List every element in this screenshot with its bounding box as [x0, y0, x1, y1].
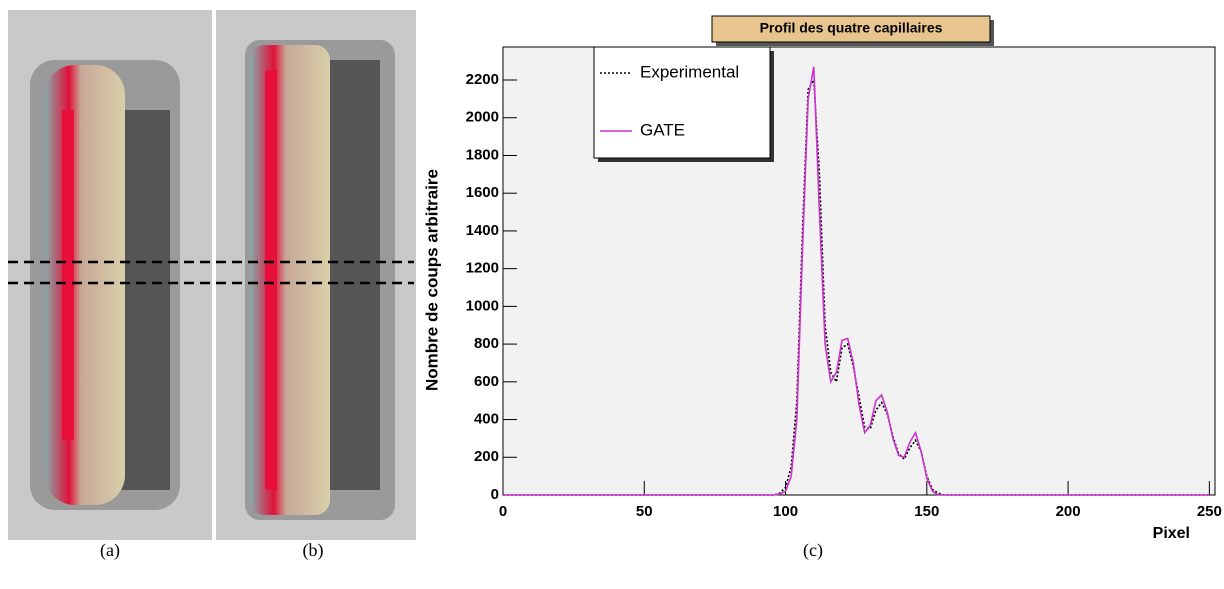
y-tick-label: 0: [491, 486, 499, 503]
chart-title: Profil des quatre capillaires: [760, 20, 943, 36]
x-tick-label: 100: [773, 503, 798, 520]
x-tick-label: 250: [1197, 503, 1222, 520]
x-tick-label: 200: [1056, 503, 1081, 520]
y-tick-label: 2200: [466, 71, 499, 88]
y-tick-label: 200: [474, 448, 499, 465]
legend-label: Experimental: [640, 62, 739, 81]
y-tick-label: 1400: [466, 222, 499, 239]
y-tick-label: 1000: [466, 297, 499, 314]
image-b: [216, 10, 416, 540]
legend-label: GATE: [640, 120, 685, 139]
legend: [593, 46, 771, 159]
caption: (b): [303, 540, 324, 561]
y-label: Nombre de coups arbitraire: [422, 169, 441, 391]
caption: (a): [100, 540, 120, 561]
title-box: [711, 15, 991, 43]
y-tick-label: 1600: [466, 184, 499, 201]
y-tick-label: 1200: [466, 260, 499, 277]
y-tick-label: 600: [474, 373, 499, 390]
caption: (c): [803, 540, 823, 561]
image-a: [8, 10, 212, 540]
x-tick-label: 0: [499, 503, 507, 520]
y-tick-label: 2000: [466, 109, 499, 126]
x-label: Pixel: [1153, 525, 1190, 542]
x-tick-label: 50: [636, 503, 653, 520]
y-tick-label: 800: [474, 335, 499, 352]
x-tick-label: 150: [914, 503, 939, 520]
series-line: [503, 66, 1210, 496]
y-tick-label: 400: [474, 411, 499, 428]
y-tick-label: 1800: [466, 146, 499, 163]
